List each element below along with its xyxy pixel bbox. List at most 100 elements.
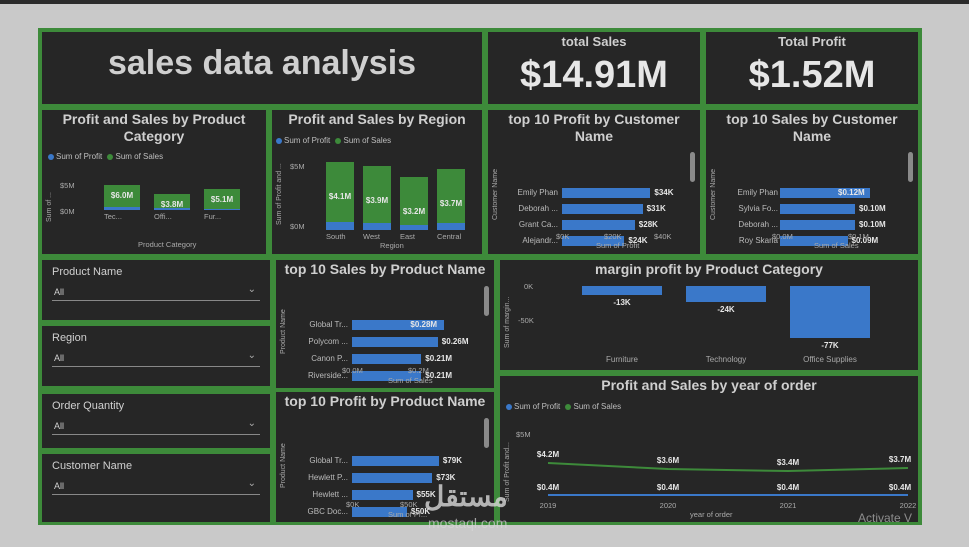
data-label: $5.1M — [210, 194, 234, 204]
data-label: $24K — [628, 236, 648, 245]
value-bar — [562, 236, 625, 246]
kpi-value: $14.91M — [520, 54, 668, 96]
legend-sales-label: Sum of Sales — [573, 402, 622, 411]
region-dropdown[interactable]: All ⌄ — [52, 350, 260, 367]
data-label: -77K — [821, 341, 839, 351]
chevron-down-icon[interactable]: ⌄ — [247, 418, 256, 429]
x-tick: Furniture — [605, 355, 638, 364]
profit-bar — [326, 221, 354, 230]
slicer-title: Product Name — [52, 266, 123, 278]
customer-profit-bars: Emily Phan $34K Deborah ... $31K Grant Ca...… — [488, 110, 700, 254]
chevron-down-icon[interactable]: ⌄ — [247, 284, 256, 295]
chevron-down-icon[interactable]: ⌄ — [247, 478, 256, 489]
category-bars: $6.0M Tec... $3.8M Offi... $5.1M Fur... — [42, 110, 266, 254]
top-sales-customer-panel[interactable]: top 10 Sales by Customer Name Customer N… — [706, 110, 918, 254]
slicer-order-quantity[interactable]: Order Quantity All ⌄ — [42, 394, 270, 448]
title-panel: sales data analysis — [42, 32, 482, 104]
x-tick: 2022 — [900, 501, 917, 510]
category-name: Emily Phan — [737, 188, 778, 197]
y-tick: $0M — [60, 207, 75, 216]
value-bar — [562, 220, 635, 230]
value-bar — [352, 456, 439, 466]
data-label: $3.7M — [439, 198, 463, 208]
data-label: $28K — [638, 220, 658, 229]
x-tick: $0K — [346, 500, 360, 509]
legend-profit-dot — [506, 403, 512, 410]
category-chart-panel[interactable]: Profit and Sales by Product Category Sum… — [42, 110, 266, 254]
data-label: -24K — [717, 305, 735, 315]
kpi-total-profit: Total Profit $1.52M — [706, 32, 918, 104]
scrollbar[interactable] — [690, 152, 695, 182]
x-tick: Central — [437, 232, 462, 241]
value-bar — [780, 204, 855, 214]
value-bar — [562, 188, 651, 198]
x-tick: South — [326, 232, 346, 241]
order-quantity-dropdown[interactable]: All ⌄ — [52, 418, 260, 435]
category-name: Grant Ca... — [518, 220, 558, 229]
profit-data-label: $0.4M — [777, 483, 800, 492]
category-name: Hewlett P... — [308, 473, 348, 482]
legend-profit-label: Sum of Profit — [56, 152, 103, 161]
category-name: Emily Phan — [517, 188, 558, 197]
margin-bar — [790, 286, 870, 339]
slicer-title: Customer Name — [52, 460, 133, 472]
x-tick: Office Supplies — [803, 355, 857, 364]
year-chart-panel[interactable]: Profit and Sales by year of order Sum of… — [500, 376, 918, 522]
data-label: $50K — [411, 507, 431, 516]
sales-data-label: $3.4M — [777, 458, 800, 467]
value-bar — [562, 204, 643, 214]
slicer-customer-name[interactable]: Customer Name All ⌄ — [42, 454, 270, 522]
data-label: $0.28M — [410, 320, 438, 329]
sales-bar — [154, 194, 190, 210]
value-bar — [780, 220, 855, 230]
slicer-value: All — [54, 353, 65, 363]
data-label: $0.10M — [859, 220, 886, 229]
value-bar — [780, 188, 870, 198]
region-chart-panel[interactable]: Profit and Sales by Region Sum of Profit… — [272, 110, 482, 254]
scrollbar[interactable] — [484, 418, 489, 448]
watermark-logo: مستقل — [424, 481, 508, 512]
y-tick: $5M — [60, 181, 75, 190]
data-label: $0.26M — [441, 337, 469, 346]
data-label: -13K — [613, 297, 631, 307]
slicer-region[interactable]: Region All ⌄ — [42, 326, 270, 386]
chevron-down-icon[interactable]: ⌄ — [247, 350, 256, 361]
top-profit-customer-panel[interactable]: top 10 Profit by Customer Name Customer … — [488, 110, 700, 254]
chart-legend: Sum of Profit Sum of Sales — [276, 136, 391, 145]
profit-bar — [363, 223, 391, 230]
scrollbar[interactable] — [908, 152, 913, 182]
slicer-product-name[interactable]: Product Name All ⌄ — [42, 260, 270, 320]
scrollbar[interactable] — [484, 286, 489, 316]
data-label: $0.12M — [838, 188, 865, 197]
top-sales-product-panel[interactable]: top 10 Sales by Product Name Product Nam… — [276, 260, 494, 388]
product-name-dropdown[interactable]: All ⌄ — [52, 284, 260, 301]
value-bar — [352, 337, 438, 347]
data-label: $6.0M — [110, 190, 134, 200]
sales-bar — [104, 184, 140, 210]
region-bars: $4.1M South $3.9M West $3.2M East $3.7M Central — [272, 110, 482, 254]
category-name: Global Tr... — [309, 320, 348, 329]
legend-sales-label: Sum of Sales — [343, 136, 392, 145]
sales-data-label: $4.2M — [537, 450, 560, 459]
y-tick: 0K — [524, 282, 534, 291]
product-sales-bars: Global Tr... $0.28M Polycom ... $0.26M Canon… — [276, 260, 494, 388]
y-tick: -50K — [518, 316, 534, 325]
x-tick: 2020 — [660, 501, 677, 510]
activate-windows-text: Activate V — [858, 511, 913, 525]
margin-chart-panel[interactable]: margin profit by Product Category Sum of… — [500, 260, 918, 370]
profit-data-label: $0.4M — [537, 483, 560, 492]
kpi-total-sales: total Sales $14.91M — [488, 32, 700, 104]
margin-bar — [582, 286, 662, 295]
category-name: Canon P... — [311, 354, 348, 363]
year-line-chart: $4.2M $0.4M 2019 $3.6M $0.4M 2020 $3.4M $0.4M 20… — [537, 450, 917, 510]
x-tick: $0.0M — [772, 232, 793, 241]
y-tick: $5M — [516, 430, 531, 439]
value-bar — [352, 507, 407, 517]
category-name: Deborah ... — [518, 204, 558, 213]
profit-bar — [400, 225, 428, 230]
slicer-value: All — [54, 481, 65, 491]
margin-bar — [686, 286, 766, 303]
margin-bars: -13K Furniture -24K Technology -77K Office Su… — [500, 260, 918, 370]
top-profit-product-panel[interactable]: top 10 Profit by Product Name Product Na… — [276, 392, 494, 522]
customer-name-dropdown[interactable]: All ⌄ — [52, 478, 260, 495]
